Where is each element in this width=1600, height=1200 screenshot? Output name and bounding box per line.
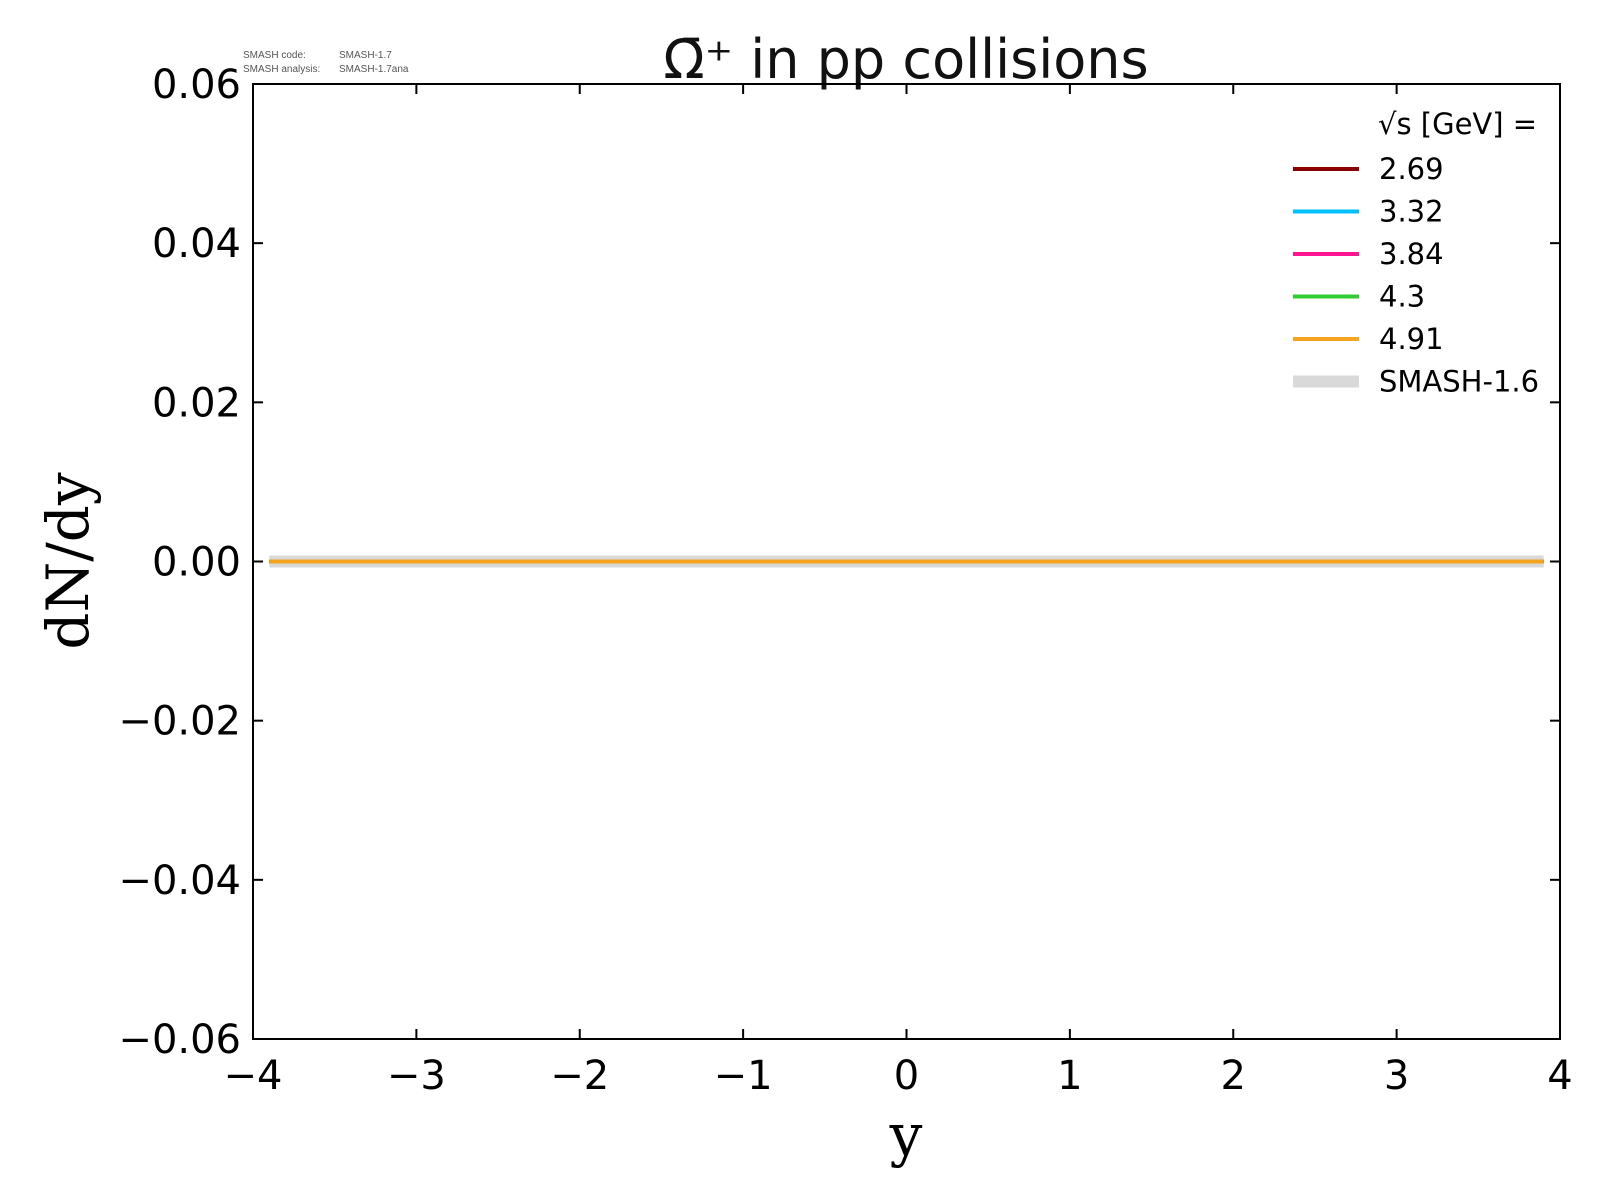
y-tick-label: 0.02 xyxy=(152,380,241,426)
legend-label-smash-1-6: SMASH-1.6 xyxy=(1379,365,1539,399)
legend-label-3-32: 3.32 xyxy=(1379,195,1444,229)
x-tick-label: 2 xyxy=(1221,1053,1246,1099)
x-tick-label: −1 xyxy=(714,1053,773,1099)
y-tick-label: −0.02 xyxy=(118,699,241,745)
legend-title: √s [GeV] = xyxy=(1378,107,1537,141)
legend-label-3-84: 3.84 xyxy=(1379,237,1444,271)
y-tick-label: 0.00 xyxy=(152,540,241,586)
smash-analysis-value: SMASH-1.7ana xyxy=(339,64,409,75)
legend-label-4-91: 4.91 xyxy=(1379,322,1444,356)
chart-title: Ω̄⁺ in pp collisions xyxy=(663,28,1148,91)
x-tick-label: 1 xyxy=(1057,1053,1082,1099)
y-tick-label: −0.06 xyxy=(118,1017,241,1063)
y-axis-title: dN/dy xyxy=(34,472,102,650)
x-tick-label: −2 xyxy=(550,1053,609,1099)
x-tick-label: −3 xyxy=(387,1053,446,1099)
legend-label-2-69: 2.69 xyxy=(1379,152,1444,186)
axis-ticks: −4 −3 −2 −1 0 1 2 3 4 −0.06 −0.04 −0.02 0.00 0.02 0.04… xyxy=(118,62,1572,1099)
smash-analysis-label: SMASH analysis: xyxy=(243,64,320,75)
x-tick-label: 4 xyxy=(1547,1053,1572,1099)
smash-code-value: SMASH-1.7 xyxy=(339,50,392,61)
y-tick-label: 0.04 xyxy=(152,221,241,267)
x-tick-label: −4 xyxy=(224,1053,283,1099)
x-tick-label: 0 xyxy=(894,1053,919,1099)
y-tick-label: 0.06 xyxy=(152,62,241,108)
x-axis-title: y xyxy=(889,1101,923,1169)
x-tick-label: 3 xyxy=(1384,1053,1409,1099)
legend: √s [GeV] = 2.69 3.32 3.84 4.3 4.91 SMASH-1.6 xyxy=(1293,107,1539,399)
y-tick-label: −0.04 xyxy=(118,858,241,904)
smash-code-label: SMASH code: xyxy=(243,50,306,61)
legend-label-4-3: 4.3 xyxy=(1379,280,1425,314)
